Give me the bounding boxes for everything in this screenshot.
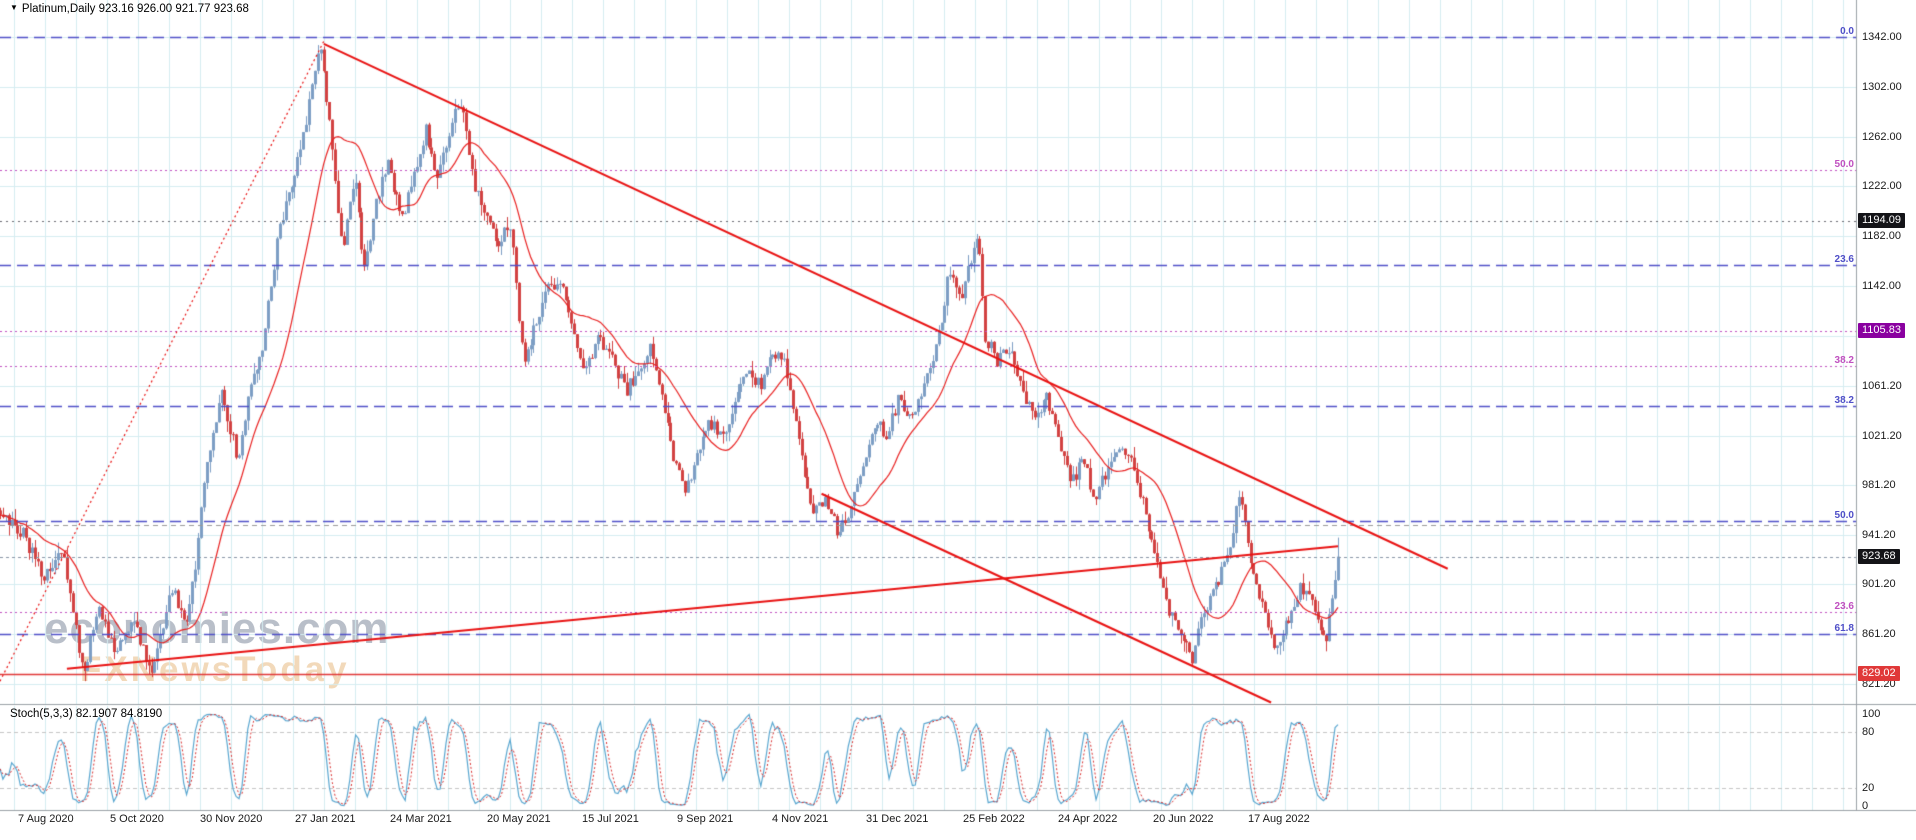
price-axis-label: 1262.00 <box>1862 130 1902 143</box>
time-axis-label: 20 Jun 2022 <box>1153 813 1214 825</box>
time-axis-label: 9 Sep 2021 <box>677 813 734 825</box>
price-axis-label: 861.20 <box>1862 628 1896 641</box>
symbol-ohlc-text: Platinum,Daily 923.16 926.00 921.77 923.… <box>21 3 249 15</box>
price-axis-label: 1342.00 <box>1862 31 1902 44</box>
symbol-info: ▼ Platinum,Daily 923.16 926.00 921.77 923… <box>10 3 249 15</box>
stoch-axis-label: 20 <box>1862 781 1875 794</box>
fib-level-label: 50.0 <box>1834 158 1854 170</box>
time-axis-label: 30 Nov 2020 <box>200 813 263 825</box>
price-axis-label: 901.20 <box>1862 578 1896 591</box>
time-axis-label: 17 Aug 2022 <box>1248 813 1310 825</box>
stoch-axis-label: 100 <box>1862 708 1881 720</box>
fib-level-label: 0.0 <box>1840 26 1854 38</box>
price-axis-label: 981.20 <box>1862 479 1896 492</box>
fib-level-label: 38.2 <box>1834 355 1854 367</box>
fib-level-label: 38.2 <box>1834 395 1854 407</box>
fib-level-label: 50.0 <box>1834 510 1854 522</box>
fib-level-label: 23.6 <box>1834 601 1854 613</box>
symbol-marker-icon: ▼ <box>10 3 18 12</box>
price-axis-label: 1302.00 <box>1862 81 1902 94</box>
price-axis-label: 1142.00 <box>1862 279 1901 292</box>
time-axis-label: 15 Jul 2021 <box>582 813 639 825</box>
time-axis-label: 25 Feb 2022 <box>963 813 1025 825</box>
price-axis-label: 1061.20 <box>1862 379 1902 392</box>
price-tag: 1194.09 <box>1858 213 1905 229</box>
time-axis-label: 20 May 2021 <box>487 813 551 825</box>
price-tag: 1105.83 <box>1858 322 1905 338</box>
fib-level-label: 23.6 <box>1834 254 1854 266</box>
time-axis-label: 24 Mar 2021 <box>390 813 452 825</box>
time-axis-label: 4 Nov 2021 <box>772 813 829 825</box>
time-axis-label: 7 Aug 2020 <box>18 813 74 825</box>
price-axis-label: 1182.00 <box>1862 230 1901 243</box>
time-axis-label: 27 Jan 2021 <box>295 813 356 825</box>
time-axis-label: 24 Apr 2022 <box>1058 813 1118 825</box>
price-tag: 829.02 <box>1858 666 1900 682</box>
price-axis-label: 1222.00 <box>1862 180 1902 193</box>
price-axis-label: 1021.20 <box>1862 429 1902 442</box>
time-axis-label: 31 Dec 2021 <box>866 813 929 825</box>
price-tag: 923.68 <box>1858 548 1900 564</box>
stoch-axis-label: 80 <box>1862 726 1875 739</box>
fib-level-label: 61.8 <box>1834 623 1854 635</box>
stoch-axis-label: 0 <box>1862 800 1869 812</box>
indicator-label: Stoch(5,3,3) 82.1907 84.8190 <box>10 708 163 720</box>
price-axis-label: 941.20 <box>1862 528 1896 541</box>
time-axis-label: 5 Oct 2020 <box>110 813 164 825</box>
